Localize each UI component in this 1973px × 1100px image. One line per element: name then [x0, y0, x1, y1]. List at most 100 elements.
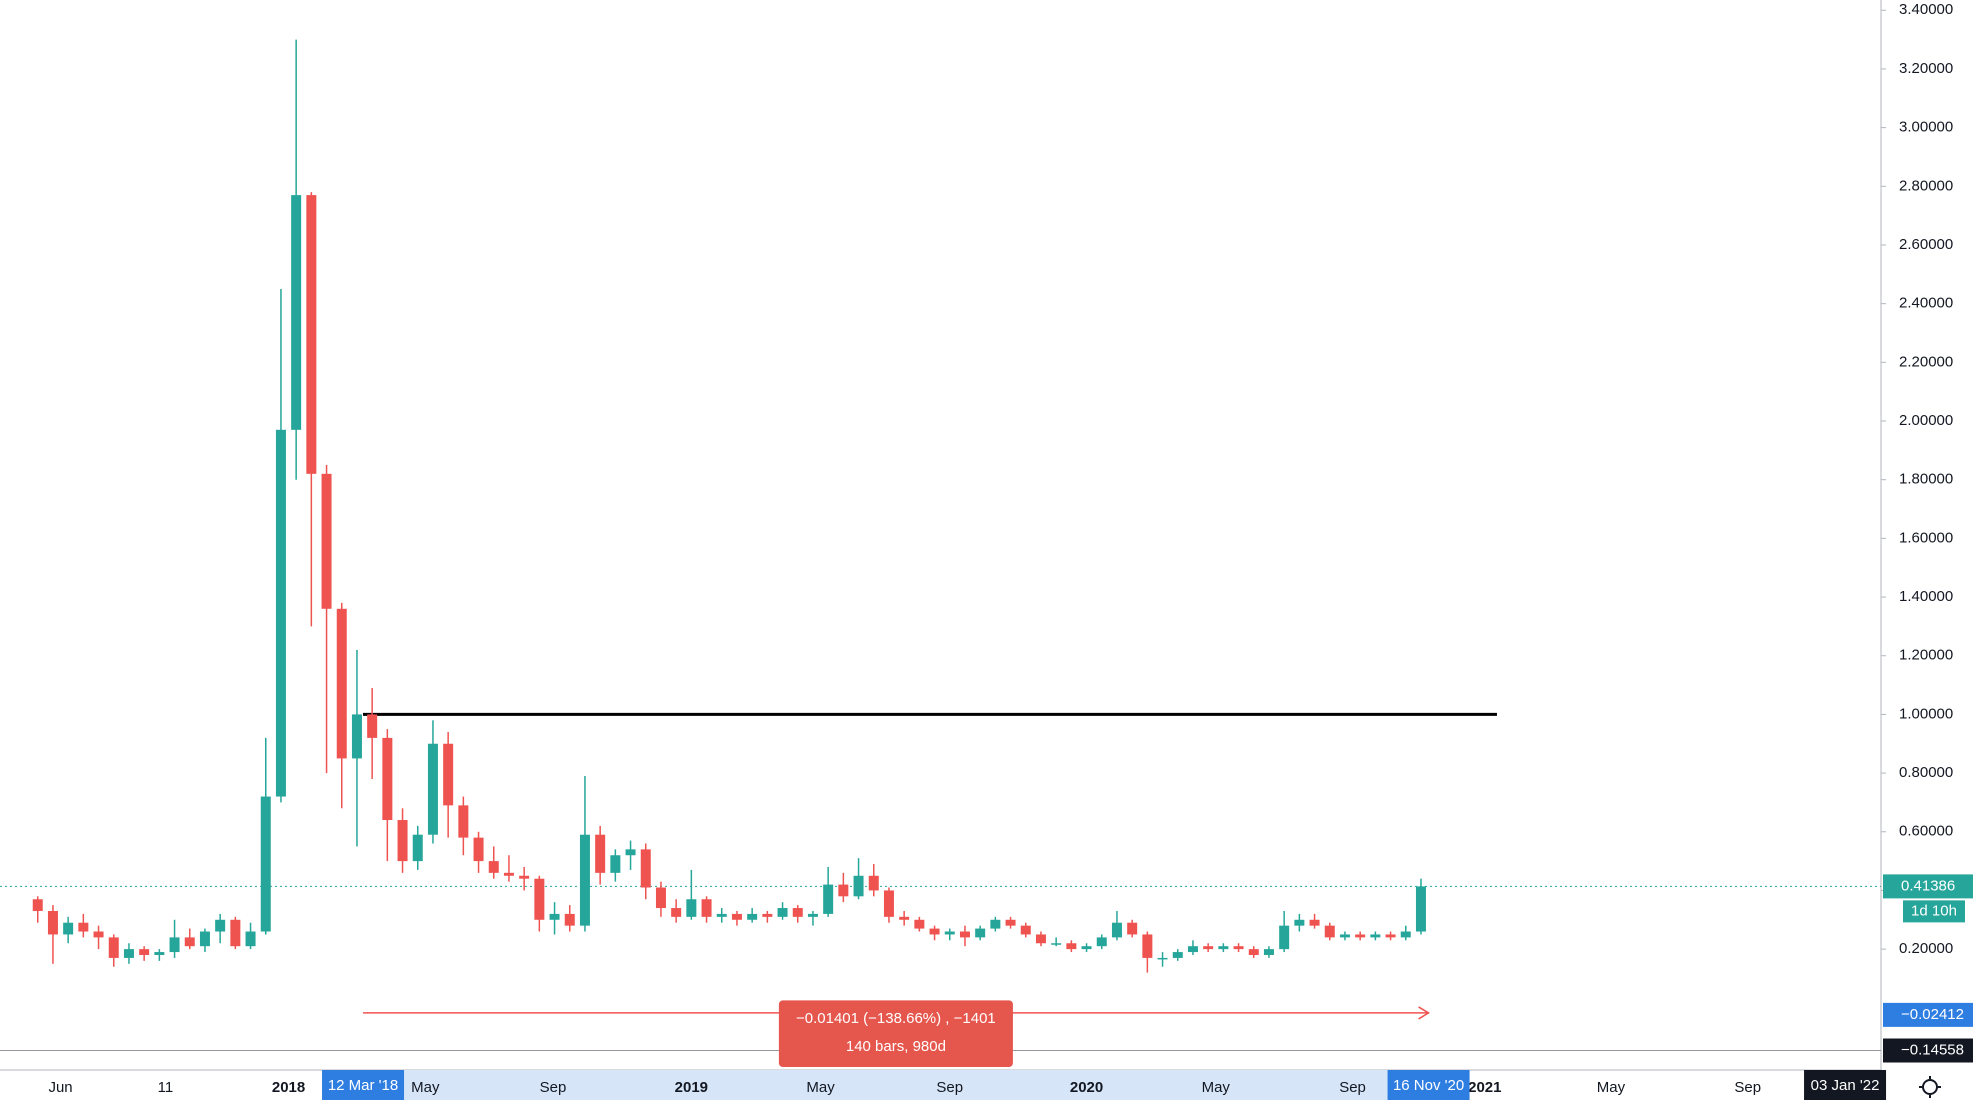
candle-body [853, 875, 864, 897]
candle-body [701, 899, 712, 917]
candle-body [1066, 943, 1077, 950]
candle-body [640, 849, 651, 888]
candle-body [63, 922, 74, 935]
x-tick-label: Sep [936, 1079, 963, 1096]
candle-body [1172, 952, 1183, 958]
last-price-label: 0.41386 [1901, 877, 1955, 894]
candle-body [1279, 925, 1290, 950]
price-label: −0.02412 [1901, 1006, 1964, 1023]
candle-body [1096, 937, 1107, 947]
candle-body [488, 861, 499, 873]
candle-body [1187, 946, 1198, 953]
countdown-box [1903, 900, 1965, 923]
candle-body [336, 608, 347, 759]
y-tick-label: 1.80000 [1899, 471, 1953, 488]
x-tick-label: Sep [1339, 1079, 1366, 1096]
candle-body [1157, 957, 1168, 960]
range-label: 12 Mar '18 [328, 1077, 398, 1094]
range-label-box [1804, 1070, 1887, 1100]
candle-body [595, 834, 606, 873]
candle-body [1385, 934, 1396, 938]
y-tick-label: 1.00000 [1899, 705, 1953, 722]
candle-body [351, 714, 362, 759]
y-tick-label: 1.20000 [1899, 647, 1953, 664]
x-tick-label: May [1202, 1079, 1231, 1096]
countdown: 1d 10h [1911, 902, 1957, 919]
price-label: −0.14558 [1901, 1041, 1964, 1058]
candle-body [367, 714, 378, 738]
candle-body [990, 919, 1001, 929]
x-tick-label: May [806, 1079, 835, 1096]
candle-body [944, 931, 955, 935]
candle-body [382, 737, 393, 821]
candle-body [1035, 934, 1046, 944]
measure-arrow-head [1418, 1006, 1431, 1020]
candle-body [838, 884, 849, 897]
candle-body [792, 908, 803, 917]
price-label-box [1883, 874, 1973, 899]
x-tick-label: Sep [1734, 1079, 1761, 1096]
x-tick-label: Sep [540, 1079, 567, 1096]
candle-body [686, 899, 697, 917]
range-label: 16 Nov '20 [1393, 1077, 1464, 1094]
measure-box [778, 1000, 1013, 1068]
candle-body [169, 937, 180, 953]
candle-body [883, 890, 894, 917]
candle-body [1218, 946, 1229, 950]
candle-body [823, 884, 834, 914]
candle-body [747, 913, 758, 920]
candle-body [291, 195, 302, 430]
candle-body [184, 937, 195, 947]
y-tick-label: 0.60000 [1899, 823, 1953, 840]
candle-body [32, 899, 43, 911]
candle-body [899, 916, 910, 920]
candle-body [1400, 931, 1411, 938]
candle-body [1339, 934, 1350, 938]
candle-body [47, 910, 58, 935]
y-tick-label: 1.60000 [1899, 529, 1953, 546]
y-tick-label: 2.40000 [1899, 295, 1953, 312]
x-tick-label: 2018 [272, 1079, 305, 1096]
candle-body [321, 473, 332, 609]
candle-body [1111, 922, 1122, 938]
candle-body [1324, 925, 1335, 938]
candle-body [1020, 925, 1031, 935]
candle-body [412, 834, 423, 862]
y-tick-label: 2.20000 [1899, 353, 1953, 370]
price-label-box [1883, 1002, 1973, 1027]
candle-body [1309, 919, 1320, 926]
candle-body [1233, 946, 1244, 950]
candle-body [777, 908, 788, 917]
measure-line2: 140 bars, 980d [846, 1038, 946, 1055]
x-tick-label: 2020 [1070, 1079, 1103, 1096]
y-tick-label: 0.80000 [1899, 764, 1953, 781]
candle-body [1355, 934, 1366, 938]
candle-body [564, 913, 575, 926]
candle-body [154, 952, 165, 955]
y-tick-label: 0.20000 [1899, 940, 1953, 957]
candle-body [625, 849, 636, 856]
x-tick-label: May [411, 1079, 440, 1096]
candle-body [610, 855, 621, 873]
candle-body [1263, 949, 1274, 955]
candle-body [443, 743, 454, 806]
range-label-box [1387, 1070, 1470, 1100]
y-tick-label: 2.80000 [1899, 177, 1953, 194]
candle-body [108, 937, 119, 958]
y-tick-label: 2.60000 [1899, 236, 1953, 253]
candle-body [427, 743, 438, 835]
candle-body [1203, 946, 1214, 950]
candle-body [503, 872, 514, 876]
candle-body [959, 931, 970, 938]
candle-body [1370, 934, 1381, 938]
range-highlight [363, 1070, 1429, 1100]
measure-line1: −0.01401 (−138.66%) , −1401 [796, 1010, 996, 1027]
candle-body [975, 928, 986, 938]
y-tick-label: 1.40000 [1899, 588, 1953, 605]
x-tick-label: Jun [48, 1079, 72, 1096]
candle-body [1248, 949, 1259, 955]
settings-icon[interactable] [1919, 1076, 1941, 1098]
candle-body [549, 913, 560, 920]
candle-body [275, 429, 286, 797]
